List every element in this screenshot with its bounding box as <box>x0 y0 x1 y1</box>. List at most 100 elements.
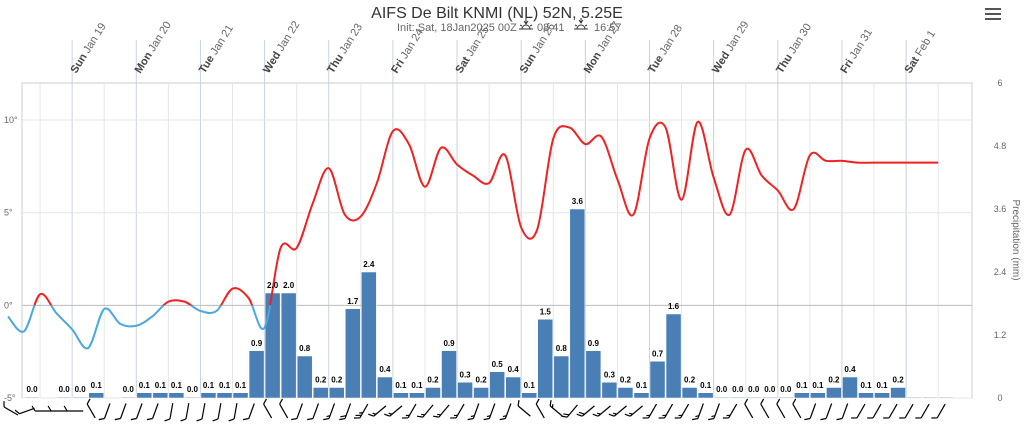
wind-barb-icon <box>98 403 111 421</box>
wind-barb-icon <box>180 403 190 422</box>
wind-barb-icon <box>483 403 496 421</box>
precip-data-label: 0.1 <box>155 381 167 390</box>
wind-barb-icon <box>14 407 35 415</box>
precip-data-label: 0.0 <box>764 385 776 394</box>
precip-tick-label: 2.4 <box>994 267 1007 277</box>
precip-bar <box>617 387 634 399</box>
precip-bar <box>248 350 265 399</box>
wind-barb-icon <box>402 403 417 419</box>
wind-barb-icon <box>883 403 898 419</box>
precip-data-label: 0.8 <box>299 344 311 353</box>
wind-barb-icon <box>792 398 802 419</box>
chart-title: AIFS De Bilt KNMI (NL) 52N, 5.25E <box>371 5 623 22</box>
precip-data-label: 0.8 <box>556 344 568 353</box>
day-date: Jan 31 <box>847 27 875 61</box>
precip-data-label: 0.1 <box>411 381 423 390</box>
precip-data-label: 0.0 <box>187 385 199 394</box>
precip-bar <box>601 382 618 399</box>
wind-barb-icon <box>164 403 174 422</box>
precip-bar <box>296 355 313 399</box>
precip-data-label: 0.4 <box>844 365 856 374</box>
temperature-line <box>7 120 939 350</box>
wind-barb-icon <box>674 403 690 419</box>
precip-bar <box>425 387 441 399</box>
day-label: WedJan 22 <box>261 19 302 75</box>
precip-bar <box>842 376 858 399</box>
precipitation-bars <box>24 208 954 399</box>
precip-data-label: 0.1 <box>203 381 215 390</box>
wind-barb-icon <box>323 403 336 421</box>
plot-area <box>21 82 973 399</box>
precip-bar <box>585 350 602 399</box>
precip-bar <box>826 387 842 399</box>
precip-bar <box>794 392 810 399</box>
precip-tick-label: 1.2 <box>994 330 1007 340</box>
wind-barb-icon <box>692 403 704 421</box>
day-date: Jan 22 <box>275 19 303 53</box>
day-of-week: Tue <box>646 53 666 75</box>
precip-data-label: 1.6 <box>668 302 680 311</box>
wind-barb-icon <box>263 398 273 419</box>
day-date: Jan 23 <box>337 22 365 56</box>
precip-data-label: 0.1 <box>876 381 888 390</box>
precip-data-label: 0.9 <box>588 339 600 348</box>
axes: -5° 0° 5° 10° 0 1.2 2.4 3.6 4.8 6 Precipitation (m… <box>4 78 1021 403</box>
precip-data-label: 0.1 <box>700 381 712 390</box>
wind-barb-icon <box>384 405 403 417</box>
precip-bar <box>665 313 682 399</box>
wind-barb-icon <box>3 401 19 416</box>
precip-bar <box>778 396 794 399</box>
precip-data-label: 0.0 <box>59 385 71 394</box>
precip-data-label: 0.3 <box>604 370 616 379</box>
precipitation-data-labels: 0.0 0.0 0.0 0.1 0.0 0.1 0.1 0.1 0.0 0.1 0.1 0.1 0.9 2… <box>26 197 904 394</box>
wind-barb-icon <box>561 404 578 418</box>
day-label: TueJan 28 <box>646 23 685 76</box>
wind-barb-icon <box>867 403 882 419</box>
wind-barb-icon <box>212 403 222 422</box>
wind-barb-icon <box>146 403 159 421</box>
wind-barb-icon <box>549 400 563 417</box>
precip-bar <box>745 396 762 399</box>
wind-barb-icon <box>368 405 387 417</box>
wind-barb-icon <box>467 403 480 421</box>
day-date: Jan 30 <box>786 22 814 56</box>
precip-bar <box>729 396 746 399</box>
wind-barb-icon <box>339 403 352 421</box>
day-label: FriJan 24 <box>389 27 426 76</box>
precip-bar <box>489 371 505 399</box>
sunset-icon <box>574 18 588 30</box>
wind-barb-icon <box>776 398 786 419</box>
precip-bar <box>168 392 185 399</box>
precip-bar <box>457 382 473 399</box>
precip-bar <box>649 361 666 399</box>
wind-barb-icon <box>279 398 289 419</box>
wind-barb-icon <box>499 403 512 421</box>
precip-bar <box>200 392 217 399</box>
wind-barb-icon <box>624 405 643 417</box>
wind-barb-icon <box>242 403 255 421</box>
precip-bar <box>184 396 201 399</box>
day-date: Jan 20 <box>146 20 174 54</box>
precip-bar <box>56 396 72 399</box>
precip-data-label: 2.0 <box>267 281 279 290</box>
precip-data-label: 0.1 <box>812 381 824 390</box>
precip-data-label: 3.6 <box>572 197 584 206</box>
sunset-time: 16:57 <box>594 22 622 34</box>
hamburger-menu-icon[interactable] <box>983 6 1003 24</box>
precip-data-label: 0.2 <box>684 376 696 385</box>
precip-tick-label: 4.8 <box>994 141 1007 151</box>
precip-bar <box>762 396 778 399</box>
precip-data-label: 2.4 <box>363 260 375 269</box>
wind-barb-icon <box>576 405 595 417</box>
wind-barb-icon <box>708 403 720 421</box>
day-label: ThuJan 23 <box>325 22 365 76</box>
precip-data-label: 0.0 <box>75 385 87 394</box>
wind-barb-icon <box>47 405 68 412</box>
wind-barb-icon <box>353 403 369 419</box>
precip-bar <box>553 355 570 399</box>
precip-bar <box>136 392 153 399</box>
wind-barb-icon <box>517 400 531 417</box>
day-label: SunJan 19 <box>69 21 109 76</box>
precip-bar <box>681 387 698 399</box>
